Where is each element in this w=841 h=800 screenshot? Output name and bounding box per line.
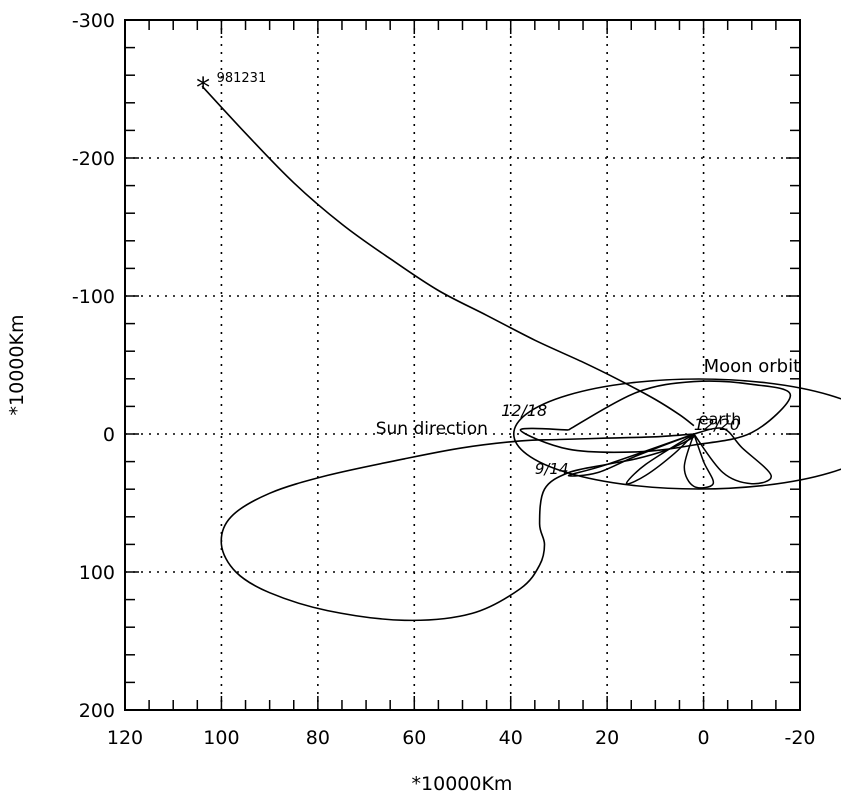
moon-orbit-ellipse (513, 378, 841, 490)
orbit-loop-3 (567, 433, 695, 477)
grid (125, 20, 800, 710)
x-axis-label: *10000Km (412, 773, 513, 795)
x-tick-label: 80 (306, 727, 330, 749)
annotation: earth (699, 409, 742, 428)
x-tick-label: 100 (203, 727, 239, 749)
annotation: 9/14 (535, 460, 569, 478)
x-tick-labels: 120 100 80 60 40 20 0 -20 (107, 727, 816, 749)
orbit-loop-4 (683, 433, 715, 489)
y-tick-labels: -300 -200 -100 0 100 200 (72, 10, 115, 722)
annotation: Moon orbit (704, 356, 801, 377)
x-tick-label: -20 (784, 727, 815, 749)
y-tick-label: 200 (79, 700, 115, 722)
series-line-2 (220, 433, 695, 622)
series-group (201, 85, 841, 622)
annotation: 12/18 (501, 401, 547, 420)
annotations: * 981231 Moon orbit Sun direction earth 12/18… (196, 71, 800, 478)
y-tick-label: 0 (103, 424, 115, 446)
orbit-loop-1 (693, 427, 772, 485)
x-tick-label: 120 (107, 727, 143, 749)
x-tick-label: 60 (402, 727, 426, 749)
y-axis-label: *10000Km (6, 315, 28, 416)
ticks (124, 19, 801, 711)
x-tick-label: 40 (499, 727, 523, 749)
annotation: 981231 (217, 71, 267, 86)
annotation: * (196, 71, 210, 104)
plot-frame (124, 19, 801, 711)
series-line-3 (519, 380, 792, 454)
x-tick-label: 0 (698, 727, 710, 749)
x-tick-label: 20 (595, 727, 619, 749)
annotation: 12/20 (694, 415, 740, 434)
y-tick-label: -200 (72, 148, 115, 170)
y-tick-label: -100 (72, 286, 115, 308)
orbit-loop-2 (625, 433, 695, 485)
series-line-1 (201, 85, 695, 427)
annotation: Sun direction (376, 419, 488, 439)
y-tick-label: -300 (72, 10, 115, 32)
y-tick-label: 100 (79, 562, 115, 584)
